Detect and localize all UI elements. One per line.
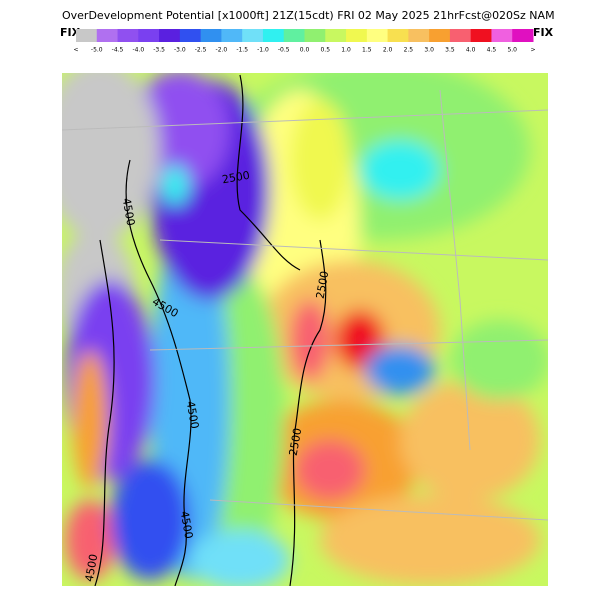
colorbar-swatch (76, 29, 98, 42)
fix-right: FIX (533, 26, 554, 39)
contour-label: 4500 (178, 510, 196, 540)
fix-left: FIX (60, 26, 81, 39)
colorbar-swatch (96, 29, 119, 42)
colorbar-label: 4.0 (466, 47, 476, 54)
colorbar-label: -3.5 (153, 47, 165, 54)
colorbar: < -5.0 -4.5 -4.0 -3.5 -3.0 -2.5 -2.0 -1.5 -1.0 -0.… (73, 29, 536, 54)
colorbar-label: -4.5 (112, 47, 124, 54)
colorbar-label: -0.5 (278, 47, 290, 54)
colorbar-swatch (491, 29, 513, 42)
colorbar-label: 2.5 (404, 47, 414, 54)
colorbar-label: 5.0 (507, 47, 517, 54)
colorbar-swatch (179, 29, 202, 42)
colorbar-swatch (138, 29, 160, 42)
colorbar-label: 1.0 (341, 47, 351, 54)
colorbar-label: -2.5 (195, 47, 207, 54)
colorbar-swatch (408, 29, 430, 42)
colorbar-label: -2.0 (216, 47, 228, 54)
colorbar-label: -4.0 (132, 47, 144, 54)
colorbar-label: 0.0 (300, 47, 310, 54)
colorbar-swatch (200, 29, 222, 42)
colorbar-swatch (470, 29, 492, 42)
contour-label: 4500 (83, 553, 101, 583)
colorbar-swatch (387, 29, 409, 42)
colorbar-swatch (512, 29, 534, 42)
colorbar-swatch (325, 29, 347, 42)
map-field (62, 73, 548, 586)
colorbar-label: -5.0 (91, 47, 103, 54)
colorbar-label: 0.5 (320, 47, 330, 54)
colorbar-swatch (366, 29, 389, 42)
colorbar-label: > (530, 47, 535, 54)
colorbar-swatch (304, 29, 326, 42)
colorbar-swatch (159, 29, 181, 42)
colorbar-label: -3.0 (174, 47, 186, 54)
colorbar-swatch (262, 29, 285, 42)
colorbar-swatch (449, 29, 472, 42)
colorbar-swatch (283, 29, 305, 42)
contour-label: 2500 (314, 270, 332, 300)
map-title: OverDevelopment Potential [x1000ft] 21Z(… (62, 9, 555, 22)
contour-label: 4500 (120, 197, 138, 227)
colorbar-swatch (221, 29, 243, 42)
colorbar-swatch (242, 29, 264, 42)
contour-label: 2500 (287, 427, 305, 457)
colorbar-label: 1.5 (362, 47, 372, 54)
colorbar-label: 3.5 (445, 47, 455, 54)
colorbar-swatch (346, 29, 368, 42)
colorbar-label: -1.0 (257, 47, 269, 54)
colorbar-label: 3.0 (424, 47, 434, 54)
colorbar-swatch (117, 29, 139, 42)
colorbar-label: < (73, 47, 78, 54)
colorbar-label: 4.5 (487, 47, 497, 54)
colorbar-label: -1.5 (236, 47, 248, 54)
contour-label: 4500 (184, 400, 202, 430)
contour-label: 2500 (221, 169, 251, 187)
colorbar-swatch (429, 29, 451, 42)
colorbar-label: 2.0 (383, 47, 393, 54)
